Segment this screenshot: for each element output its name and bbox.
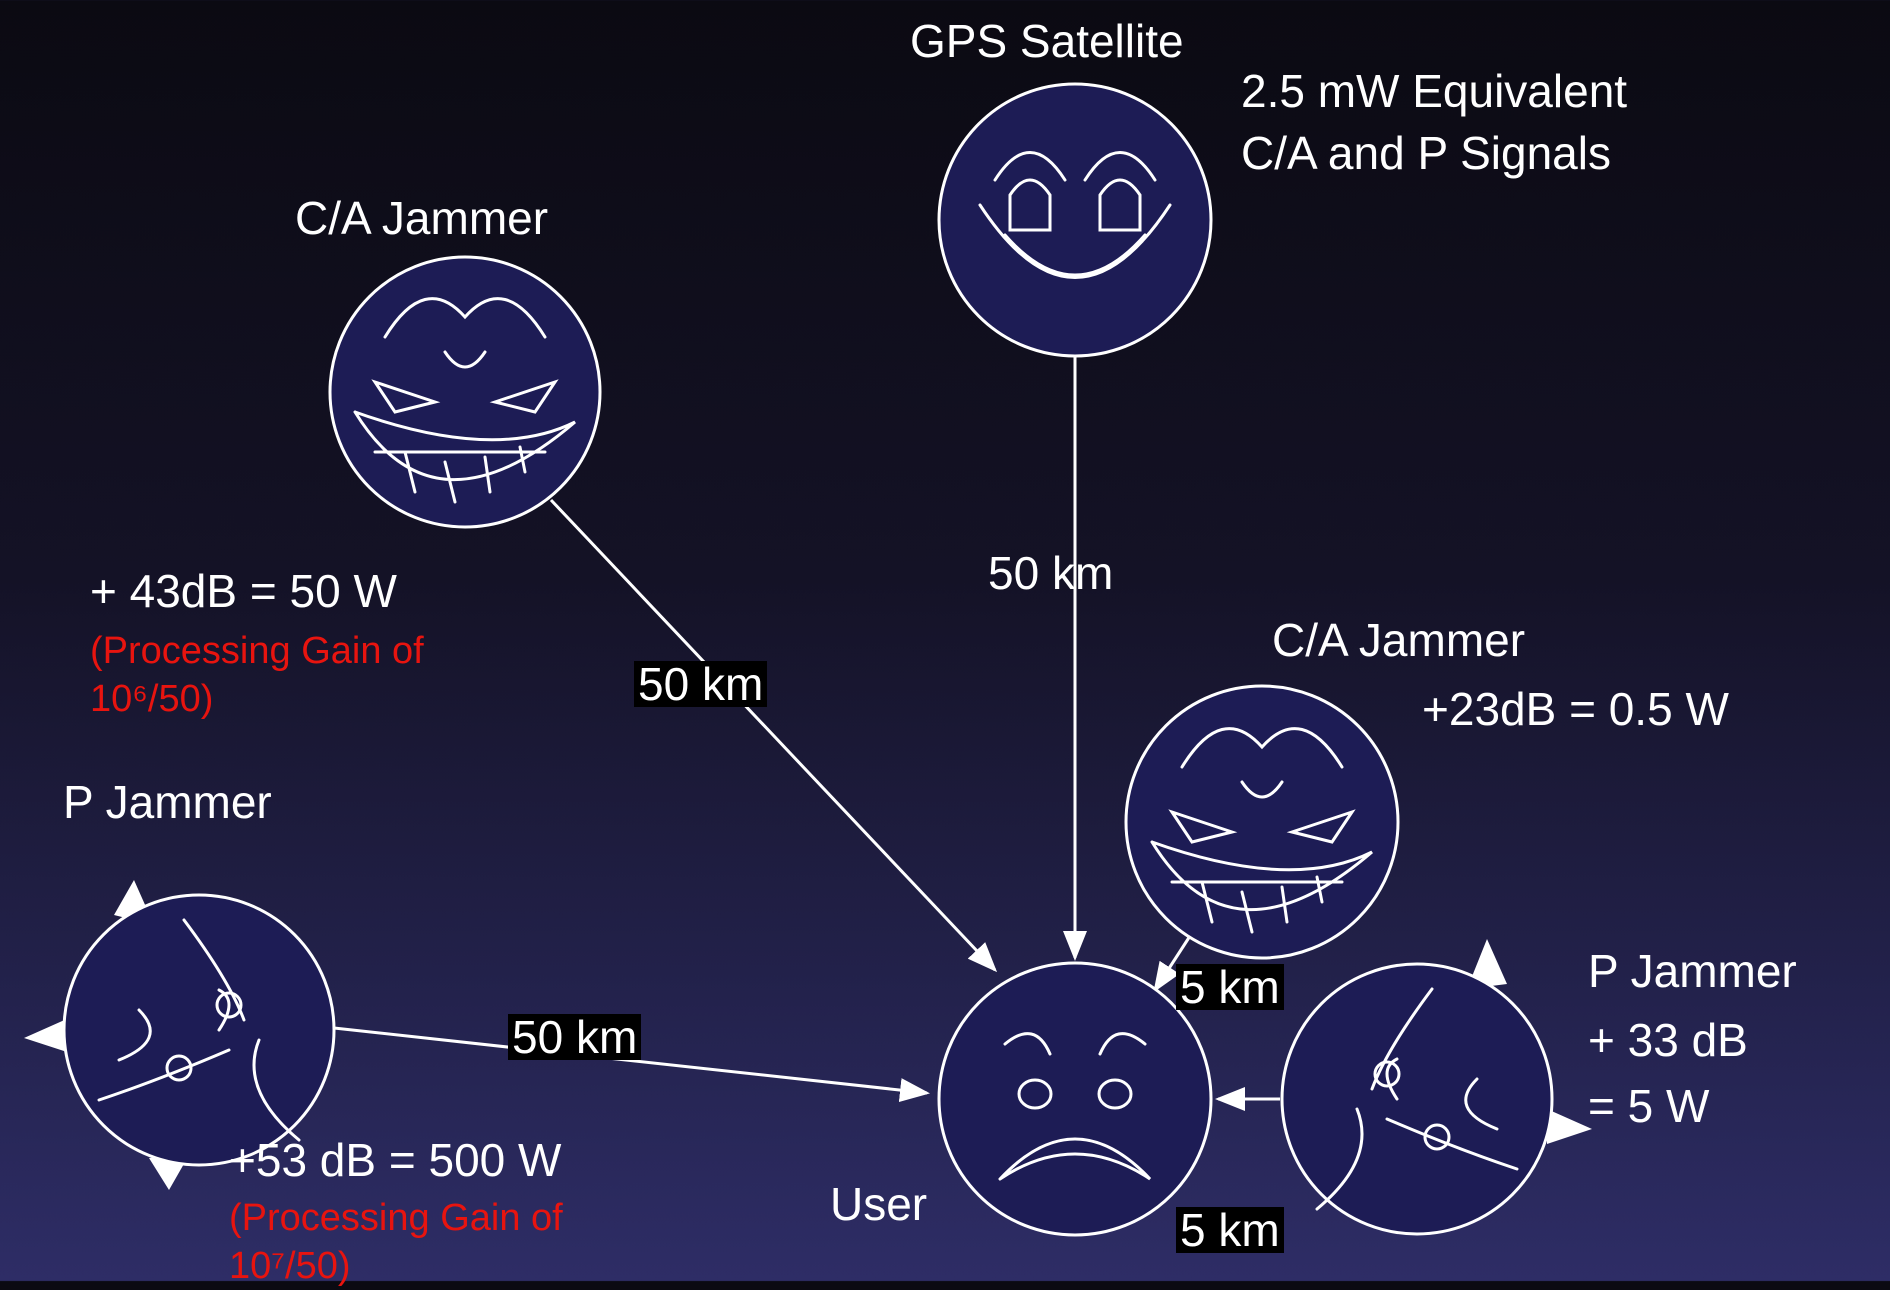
satellite-face [939, 84, 1211, 356]
node-label: P Jammer [63, 779, 272, 825]
link-distance: 50 km [508, 1014, 641, 1060]
page: GPS jamming diagram {"satellite": {"labe… [0, 0, 1890, 1281]
user-face [939, 963, 1211, 1235]
ca-jammer-face [330, 257, 600, 527]
node-gain: (Processing Gain of 10⁶/50) [90, 628, 490, 723]
node-power: = 5 W [1588, 1083, 1709, 1129]
link-distance: 5 km [1176, 964, 1284, 1010]
node-power: +23dB = 0.5 W [1422, 686, 1729, 732]
node-note: 2.5 mW Equivalent [1241, 68, 1627, 114]
node-label: P Jammer [1588, 948, 1797, 994]
link-distance: 50 km [988, 550, 1113, 596]
link-arrow [551, 500, 995, 970]
diagram: GPS Satellite 2.5 mW Equivalent C/A and … [0, 0, 1890, 1281]
link-distance: 50 km [634, 661, 767, 707]
node-label: C/A Jammer [1272, 617, 1525, 663]
node-label: GPS Satellite [910, 18, 1184, 64]
node-gain: (Processing Gain of 10⁷/50) [229, 1195, 629, 1290]
ca-jammer-face [1126, 686, 1398, 958]
node-power: + 33 dB [1588, 1017, 1748, 1063]
node-label: C/A Jammer [295, 195, 548, 241]
p-jammer-face [1282, 939, 1592, 1234]
node-power: +53 dB = 500 W [229, 1137, 561, 1183]
node-note: C/A and P Signals [1241, 130, 1611, 176]
node-label: User [830, 1181, 927, 1227]
node-power: + 43dB = 50 W [90, 568, 397, 614]
link-distance: 5 km [1176, 1207, 1284, 1253]
